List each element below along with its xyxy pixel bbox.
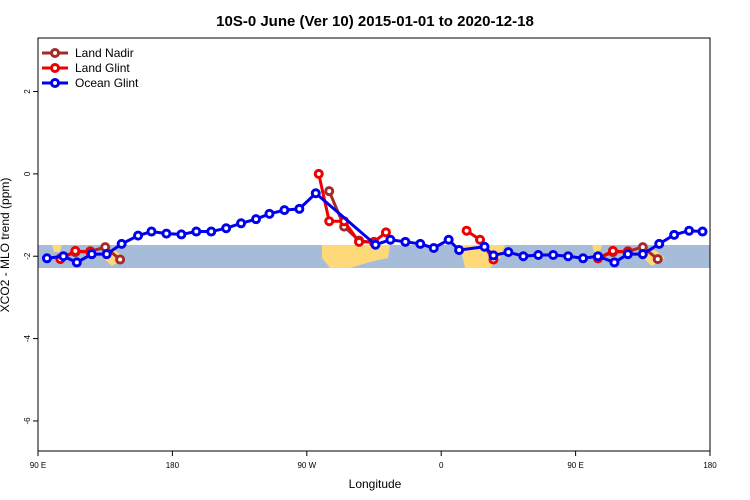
point: [370, 239, 381, 250]
point: [385, 234, 396, 245]
y-tick-label: -4: [23, 334, 32, 342]
point: [116, 238, 127, 249]
point: [41, 253, 52, 264]
point: [380, 227, 391, 238]
plot-frame: [37, 37, 711, 452]
point: [563, 251, 574, 262]
legend-label: Land Glint: [75, 61, 130, 75]
point: [236, 218, 247, 229]
x-axis-label: Longitude: [349, 477, 402, 491]
y-axis-label: XCO2 - MLO trend (ppm): [0, 178, 12, 313]
y-tick-label: 2: [23, 89, 32, 94]
point: [548, 250, 559, 260]
point: [86, 249, 97, 260]
point: [313, 168, 324, 179]
point: [443, 234, 454, 245]
point: [58, 251, 69, 262]
point: [70, 245, 81, 256]
point: [593, 251, 603, 262]
x-tick-label: 90 E: [30, 461, 46, 470]
y-tick-label: -6: [23, 417, 32, 425]
point: [176, 229, 187, 240]
point: [324, 216, 335, 227]
point: [206, 226, 217, 237]
legend-marker: [50, 63, 60, 73]
legend-marker: [50, 48, 60, 58]
legend-label: Land Nadir: [75, 46, 134, 60]
point: [115, 254, 126, 265]
point: [454, 245, 465, 256]
chart-title: 10S-0 June (Ver 10) 2015-01-01 to 2020-1…: [216, 13, 534, 30]
point: [428, 243, 439, 253]
point: [609, 257, 620, 268]
point: [221, 223, 232, 234]
point: [400, 236, 411, 247]
x-tick-label: 180: [166, 461, 180, 470]
point: [622, 249, 633, 260]
point: [279, 205, 290, 216]
point: [503, 247, 514, 258]
x-tick-label: 0: [439, 461, 444, 470]
point: [354, 236, 365, 247]
point: [637, 249, 648, 260]
x-tick-label: 90 E: [567, 461, 583, 470]
point: [488, 250, 499, 261]
point: [415, 238, 426, 249]
point: [461, 225, 472, 236]
point: [669, 229, 680, 240]
point: [518, 251, 529, 262]
point: [251, 214, 262, 225]
point: [191, 226, 202, 237]
point: [146, 226, 157, 237]
y-tick-label: -2: [23, 252, 32, 260]
point: [607, 245, 618, 256]
point: [71, 257, 82, 268]
point: [654, 238, 665, 249]
point: [310, 188, 321, 199]
point: [578, 253, 589, 264]
point: [533, 250, 544, 260]
point: [324, 186, 335, 197]
point: [475, 234, 486, 245]
point: [264, 208, 275, 219]
point: [161, 228, 172, 239]
point: [684, 225, 695, 236]
point: [652, 254, 663, 265]
point: [133, 230, 144, 241]
point: [101, 249, 112, 260]
point: [479, 241, 490, 252]
x-tick-label: 180: [703, 461, 717, 470]
legend-label: Ocean Glint: [75, 76, 139, 90]
y-tick-label: 0: [23, 171, 32, 176]
legend-marker: [50, 78, 60, 88]
point: [294, 203, 305, 214]
x-tick-label: 90 W: [297, 461, 316, 470]
point: [697, 226, 708, 237]
